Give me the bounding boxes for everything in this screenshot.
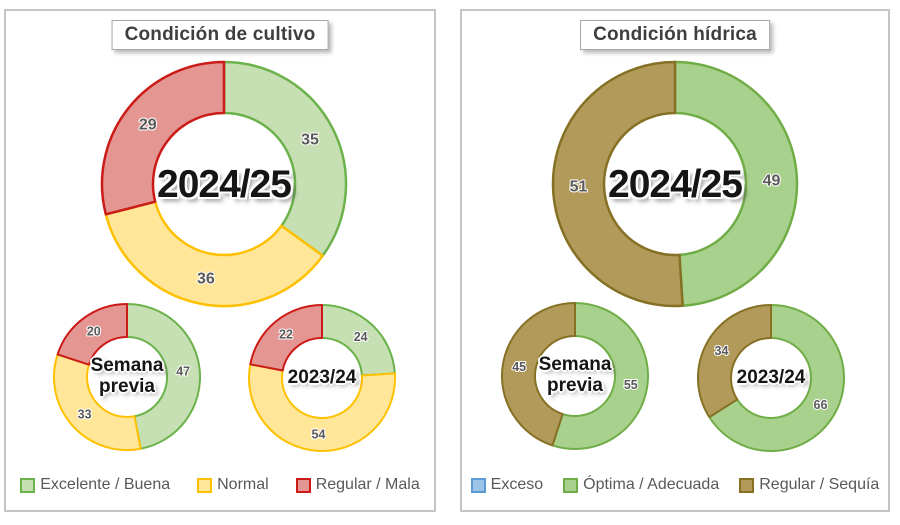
slice-value-label: 20: [87, 324, 101, 338]
slice-value-label: 45: [512, 360, 526, 374]
legend-swatch-icon: [20, 477, 36, 493]
legend-item: Regular / Sequía: [739, 476, 879, 494]
legend-item: Excelente / Buena: [20, 476, 170, 494]
legend-item: Óptima / Adecuada: [563, 476, 719, 494]
donut-slice: [100, 60, 226, 216]
legend-swatch-icon: [563, 477, 579, 493]
panel-title-hidrica: Condición hídrica: [593, 24, 757, 45]
donut-slice: [697, 304, 772, 419]
slice-value-label: 47: [176, 365, 190, 379]
slice-value-label: 22: [279, 328, 293, 342]
legend-label: Normal: [217, 476, 269, 493]
title-box-cultivo: Condición de cultivo: [111, 20, 329, 50]
title-box-hidrica: Condición hídrica: [580, 20, 770, 50]
donut-chart-hidrica-semana-previa: 55 45 Semana previa: [500, 302, 649, 450]
donut-slice: [126, 303, 201, 450]
donut-svg: 66 34: [697, 304, 845, 452]
legend-swatch-icon: [470, 477, 486, 493]
legend-cultivo: Excelente / Buena Normal Regular / Mala: [6, 476, 434, 494]
legend-item: Exceso: [470, 476, 544, 494]
slice-value-label: 54: [312, 427, 326, 441]
donut-slice: [673, 60, 799, 308]
legend-label: Óptima / Adecuada: [583, 476, 720, 493]
donut-slice: [56, 303, 128, 366]
donut-slice: [104, 200, 324, 308]
legend-swatch-icon: [197, 477, 213, 493]
slice-value-label: 29: [139, 116, 157, 133]
slice-value-label: 33: [78, 407, 92, 421]
donut-chart-hidrica-2023-24: 66 34 2023/24: [697, 304, 845, 452]
legend-hidrica: Exceso Óptima / Adecuada Regular / Sequía: [462, 476, 888, 494]
slice-value-label: 35: [301, 132, 319, 149]
donut-svg: 24 54 22: [248, 304, 396, 452]
donut-svg: 55 45: [500, 302, 649, 450]
donut-slice: [53, 353, 142, 452]
slice-value-label: 66: [814, 398, 828, 412]
legend-label: Exceso: [490, 476, 544, 493]
legend-swatch-icon: [739, 477, 755, 493]
donut-svg: 49 51: [551, 60, 799, 308]
donut-chart-hidrica-2024-25: 49 51 2024/25: [551, 60, 799, 308]
legend-item: Regular / Mala: [295, 476, 420, 494]
donut-svg: 47 33 20: [53, 303, 201, 452]
slice-value-label: 51: [570, 179, 588, 196]
donut-chart-cultivo-2024-25: 35 36 29 2024/25: [100, 60, 348, 308]
panel-condicion-hidrica: Condición hídrica 49 51 2024/25 55 45 Semana…: [460, 9, 890, 512]
slice-value-label: 36: [197, 270, 215, 287]
legend-label: Regular / Sequía: [759, 476, 880, 493]
legend-swatch-icon: [295, 477, 311, 493]
legend-label: Excelente / Buena: [40, 476, 171, 493]
donut-slice: [248, 363, 396, 452]
legend-item: Normal: [197, 476, 269, 494]
slice-value-label: 49: [763, 173, 781, 190]
donut-chart-cultivo-semana-previa: 47 33 20 Semana previa: [53, 303, 201, 452]
donut-slice: [500, 302, 576, 447]
slice-value-label: 34: [715, 344, 729, 358]
donut-slice: [222, 60, 348, 257]
legend-label: Regular / Mala: [315, 476, 420, 493]
donut-slice: [708, 304, 845, 452]
donut-slice: [249, 304, 323, 372]
panel-title-cultivo: Condición de cultivo: [124, 24, 316, 45]
slice-value-label: 55: [624, 378, 638, 392]
panel-condicion-de-cultivo: Condición de cultivo 35 36 29 2024/25 47 33 2…: [4, 9, 436, 512]
slice-value-label: 24: [354, 330, 368, 344]
donut-slice: [551, 60, 684, 308]
donut-slice: [551, 302, 649, 450]
donut-chart-cultivo-2023-24: 24 54 22 2023/24: [248, 304, 396, 452]
donut-svg: 35 36 29: [100, 60, 348, 308]
